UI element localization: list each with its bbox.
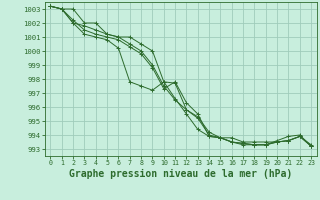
X-axis label: Graphe pression niveau de la mer (hPa): Graphe pression niveau de la mer (hPa) (69, 169, 292, 179)
